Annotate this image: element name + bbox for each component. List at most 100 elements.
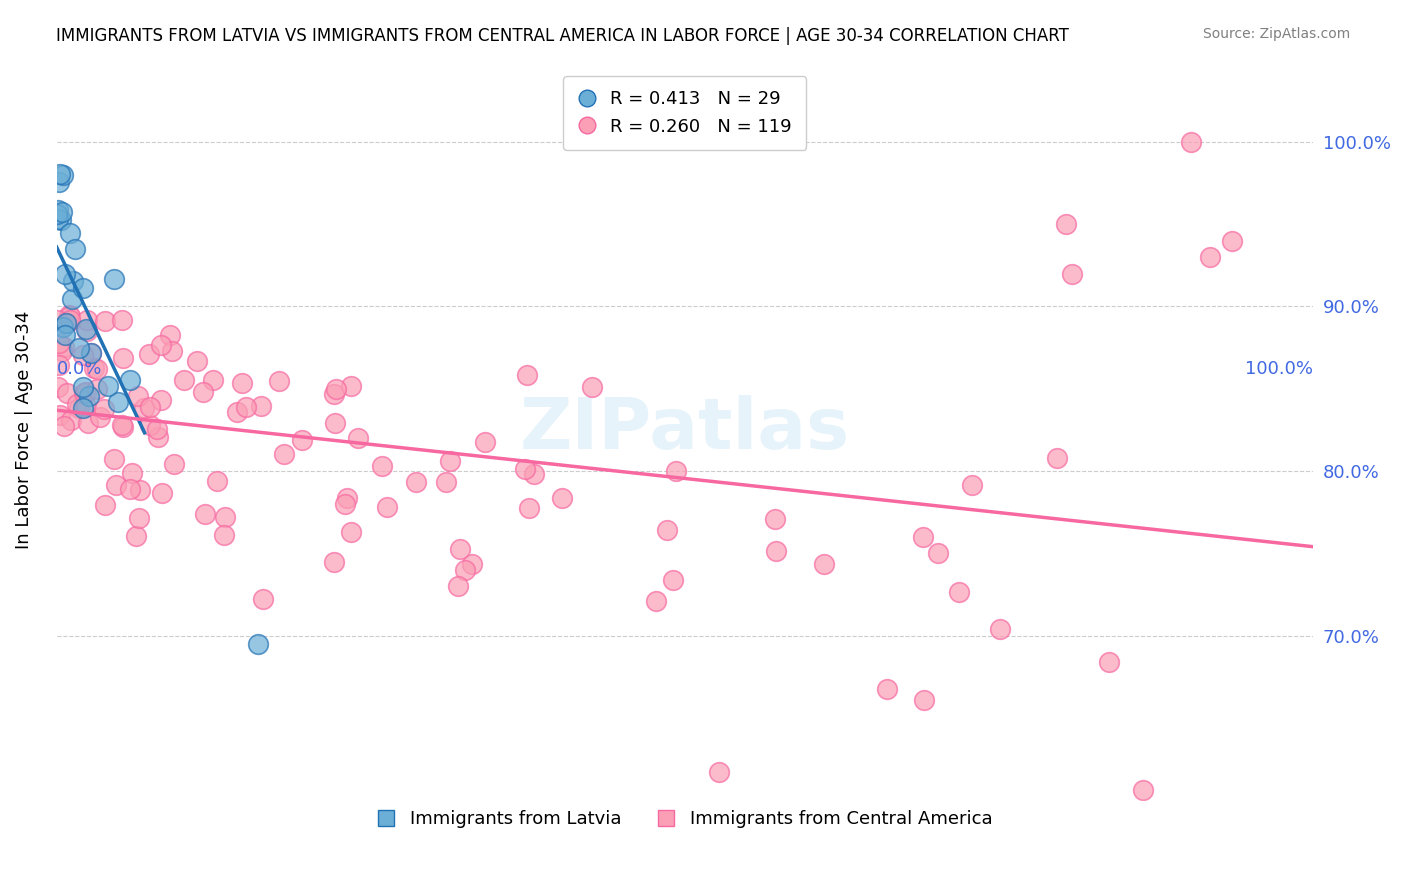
Immigrants from Central America bbox=[252, 592, 274, 607]
Immigrants from Central America bbox=[763, 512, 786, 526]
Immigrants from Latvia bbox=[67, 341, 90, 355]
Immigrants from Central America bbox=[662, 574, 685, 588]
Immigrants from Central America bbox=[765, 543, 787, 558]
Immigrants from Central America bbox=[93, 314, 115, 328]
Immigrants from Latvia bbox=[107, 395, 129, 409]
Text: 0.0%: 0.0% bbox=[56, 359, 103, 377]
Immigrants from Central America bbox=[148, 430, 170, 444]
Immigrants from Central America bbox=[523, 467, 546, 482]
Immigrants from Latvia bbox=[72, 401, 94, 415]
Immigrants from Central America bbox=[201, 373, 224, 387]
Immigrants from Central America bbox=[48, 358, 70, 372]
Legend: Immigrants from Latvia, Immigrants from Central America: Immigrants from Latvia, Immigrants from … bbox=[370, 803, 1000, 836]
Immigrants from Central America bbox=[194, 507, 217, 521]
Immigrants from Central America bbox=[46, 380, 69, 394]
Immigrants from Central America bbox=[80, 346, 103, 360]
Immigrants from Central America bbox=[655, 523, 678, 537]
Immigrants from Central America bbox=[325, 382, 347, 396]
Immigrants from Central America bbox=[405, 475, 427, 489]
Immigrants from Central America bbox=[250, 399, 273, 413]
Immigrants from Central America bbox=[1199, 250, 1222, 264]
Immigrants from Latvia bbox=[60, 293, 83, 307]
Immigrants from Central America bbox=[45, 313, 67, 327]
Immigrants from Latvia bbox=[246, 637, 269, 651]
Immigrants from Latvia bbox=[49, 167, 72, 181]
Immigrants from Central America bbox=[454, 564, 477, 578]
Immigrants from Central America bbox=[1054, 217, 1077, 231]
Immigrants from Central America bbox=[335, 491, 357, 506]
Immigrants from Central America bbox=[581, 380, 603, 394]
Immigrants from Latvia bbox=[80, 345, 103, 359]
Immigrants from Central America bbox=[59, 313, 82, 327]
Immigrants from Central America bbox=[83, 361, 105, 376]
Immigrants from Central America bbox=[67, 401, 90, 416]
Immigrants from Central America bbox=[291, 433, 314, 447]
Immigrants from Central America bbox=[340, 379, 363, 393]
Immigrants from Central America bbox=[49, 408, 72, 422]
Immigrants from Central America bbox=[323, 555, 346, 569]
Text: 100.0%: 100.0% bbox=[1246, 359, 1313, 377]
Immigrants from Central America bbox=[150, 485, 173, 500]
Immigrants from Central America bbox=[191, 384, 214, 399]
Immigrants from Central America bbox=[231, 376, 253, 390]
Immigrants from Central America bbox=[111, 313, 134, 327]
Immigrants from Central America bbox=[513, 462, 536, 476]
Immigrants from Central America bbox=[517, 500, 540, 515]
Immigrants from Latvia bbox=[63, 242, 86, 256]
Text: Source: ZipAtlas.com: Source: ZipAtlas.com bbox=[1202, 27, 1350, 41]
Immigrants from Central America bbox=[948, 585, 970, 599]
Immigrants from Central America bbox=[173, 373, 195, 387]
Immigrants from Central America bbox=[89, 409, 111, 424]
Immigrants from Central America bbox=[94, 498, 117, 512]
Immigrants from Central America bbox=[93, 401, 115, 416]
Immigrants from Central America bbox=[139, 400, 162, 414]
Immigrants from Central America bbox=[125, 529, 148, 543]
Immigrants from Central America bbox=[120, 482, 142, 496]
Immigrants from Latvia bbox=[72, 281, 94, 295]
Immigrants from Latvia bbox=[46, 207, 69, 221]
Immigrants from Latvia bbox=[46, 203, 69, 218]
Immigrants from Central America bbox=[86, 362, 108, 376]
Immigrants from Central America bbox=[121, 466, 143, 480]
Immigrants from Central America bbox=[56, 316, 79, 330]
Immigrants from Central America bbox=[273, 447, 295, 461]
Immigrants from Latvia bbox=[52, 319, 75, 334]
Immigrants from Central America bbox=[76, 312, 98, 326]
Immigrants from Central America bbox=[447, 579, 470, 593]
Immigrants from Central America bbox=[323, 416, 346, 430]
Immigrants from Central America bbox=[60, 413, 83, 427]
Immigrants from Central America bbox=[132, 401, 155, 416]
Immigrants from Latvia bbox=[53, 327, 76, 342]
Immigrants from Central America bbox=[1132, 782, 1154, 797]
Immigrants from Central America bbox=[665, 464, 688, 478]
Immigrants from Latvia bbox=[77, 388, 100, 402]
Immigrants from Central America bbox=[333, 497, 356, 511]
Immigrants from Central America bbox=[645, 594, 668, 608]
Immigrants from Latvia bbox=[51, 205, 73, 219]
Immigrants from Central America bbox=[56, 386, 79, 401]
Immigrants from Central America bbox=[322, 387, 344, 401]
Immigrants from Central America bbox=[146, 421, 169, 435]
Immigrants from Latvia bbox=[55, 316, 77, 330]
Text: ZIPatlas: ZIPatlas bbox=[520, 395, 851, 465]
Immigrants from Latvia bbox=[62, 275, 84, 289]
Immigrants from Central America bbox=[162, 343, 184, 358]
Immigrants from Central America bbox=[339, 525, 361, 540]
Immigrants from Latvia bbox=[52, 169, 75, 183]
Immigrants from Central America bbox=[186, 353, 208, 368]
Immigrants from Central America bbox=[59, 310, 82, 324]
Immigrants from Central America bbox=[163, 457, 186, 471]
Immigrants from Central America bbox=[1180, 135, 1202, 149]
Immigrants from Latvia bbox=[48, 175, 70, 189]
Immigrants from Central America bbox=[927, 546, 949, 560]
Immigrants from Central America bbox=[207, 475, 229, 489]
Immigrants from Central America bbox=[138, 346, 160, 360]
Immigrants from Central America bbox=[267, 374, 290, 388]
Immigrants from Central America bbox=[960, 477, 983, 491]
Immigrants from Central America bbox=[76, 324, 98, 338]
Immigrants from Central America bbox=[346, 431, 368, 445]
Immigrants from Central America bbox=[53, 418, 76, 433]
Immigrants from Central America bbox=[75, 399, 97, 413]
Immigrants from Central America bbox=[128, 511, 150, 525]
Immigrants from Central America bbox=[434, 475, 457, 489]
